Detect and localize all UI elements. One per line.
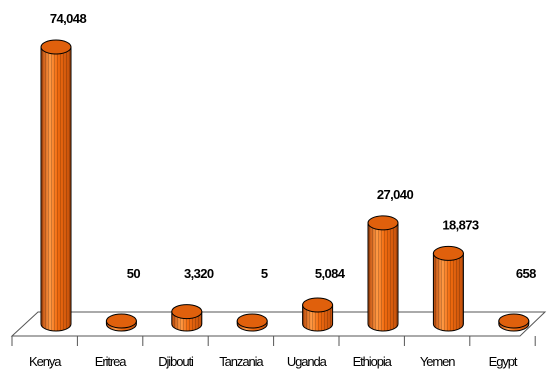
x-tick-label: Uganda xyxy=(287,354,328,369)
data-labels-group: 74,048 50 3,320 5 5,084 27,040 18,873 658 xyxy=(50,11,537,281)
data-label: 658 xyxy=(516,266,536,281)
bar-top xyxy=(302,297,334,313)
bar-top xyxy=(236,313,268,329)
bar-texture xyxy=(368,222,398,331)
bar-texture xyxy=(433,253,464,332)
data-label: 5,084 xyxy=(315,266,346,281)
bar xyxy=(236,313,268,332)
x-tick-label: Yemen xyxy=(420,354,455,369)
chart-floor xyxy=(10,311,547,346)
data-label: 27,040 xyxy=(377,187,414,202)
bar-top xyxy=(498,313,530,329)
data-label: 5 xyxy=(261,266,268,281)
bar-top xyxy=(105,313,137,329)
bar-top xyxy=(40,39,72,55)
x-tick-label: Eritrea xyxy=(95,354,127,369)
bar xyxy=(432,245,464,332)
x-tick-label: Kenya xyxy=(29,354,62,369)
bar xyxy=(498,313,530,332)
bar xyxy=(302,297,334,332)
data-label: 50 xyxy=(127,266,141,281)
x-tick-label: Egypt xyxy=(489,354,518,369)
bar-top xyxy=(432,245,464,261)
bar xyxy=(105,313,137,332)
x-tick-label: Tanzania xyxy=(219,354,264,369)
bar-texture xyxy=(41,47,71,331)
data-label: 3,320 xyxy=(184,266,214,281)
x-axis-ticks-group: Kenya Eritrea Djibouti Tanzania Uganda Ethiop… xyxy=(29,354,519,369)
data-label: 74,048 xyxy=(50,11,87,26)
data-label: 18,873 xyxy=(442,217,479,232)
bar xyxy=(40,39,72,332)
bar xyxy=(367,215,399,332)
floor-plane xyxy=(10,311,547,337)
bars-group xyxy=(40,39,530,332)
x-tick-label: Ethiopia xyxy=(353,354,393,369)
bar xyxy=(171,304,203,332)
x-tick-label: Djibouti xyxy=(158,354,194,369)
bar-top xyxy=(367,215,399,231)
bar-top xyxy=(171,304,203,320)
